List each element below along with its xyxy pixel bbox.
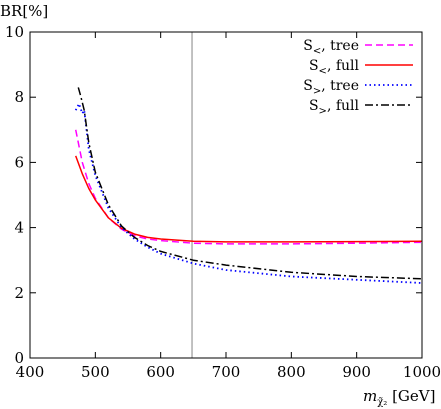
y-tick-label: 10: [5, 23, 24, 41]
y-tick-label: 2: [14, 284, 24, 302]
legend-label-3: S>, tree: [303, 78, 359, 97]
y-axis-label: BR[%]: [0, 2, 48, 20]
series-layer: [74, 87, 423, 284]
x-axis-label-main: m: [363, 387, 377, 405]
legend-label-1: S<, tree: [303, 38, 359, 57]
x-axis-label-unit: [GeV]: [387, 387, 435, 405]
series-line-4: [77, 87, 423, 280]
x-tick-label: 900: [342, 363, 371, 381]
y-tick-label: 6: [14, 153, 24, 171]
x-tick-label: 600: [146, 363, 175, 381]
series-line-2: [74, 155, 423, 243]
x-tick-label: 500: [81, 363, 110, 381]
series-line-3: [74, 102, 423, 284]
series-line-1: [74, 129, 423, 245]
legend-label-4: S>, full: [309, 98, 360, 117]
y-tick-label: 0: [14, 349, 24, 367]
y-tick-label: 8: [14, 88, 24, 106]
x-tick-label: 800: [277, 363, 306, 381]
x-tick-label: 1000: [403, 363, 441, 381]
x-axis-label: mχ̃₂ [GeV]: [363, 387, 435, 408]
x-tick-label: 700: [212, 363, 241, 381]
ticks-layer: 400 500 600 700 800 900 1000 0 2 4 6 8 10: [5, 23, 441, 381]
y-tick-label: 4: [14, 219, 24, 237]
plot-frame: [29, 31, 423, 359]
x-tick-label: 400: [16, 363, 45, 381]
legend-label-2: S<, full: [309, 58, 360, 77]
x-axis-label-subscript: χ̃₂: [377, 397, 387, 408]
